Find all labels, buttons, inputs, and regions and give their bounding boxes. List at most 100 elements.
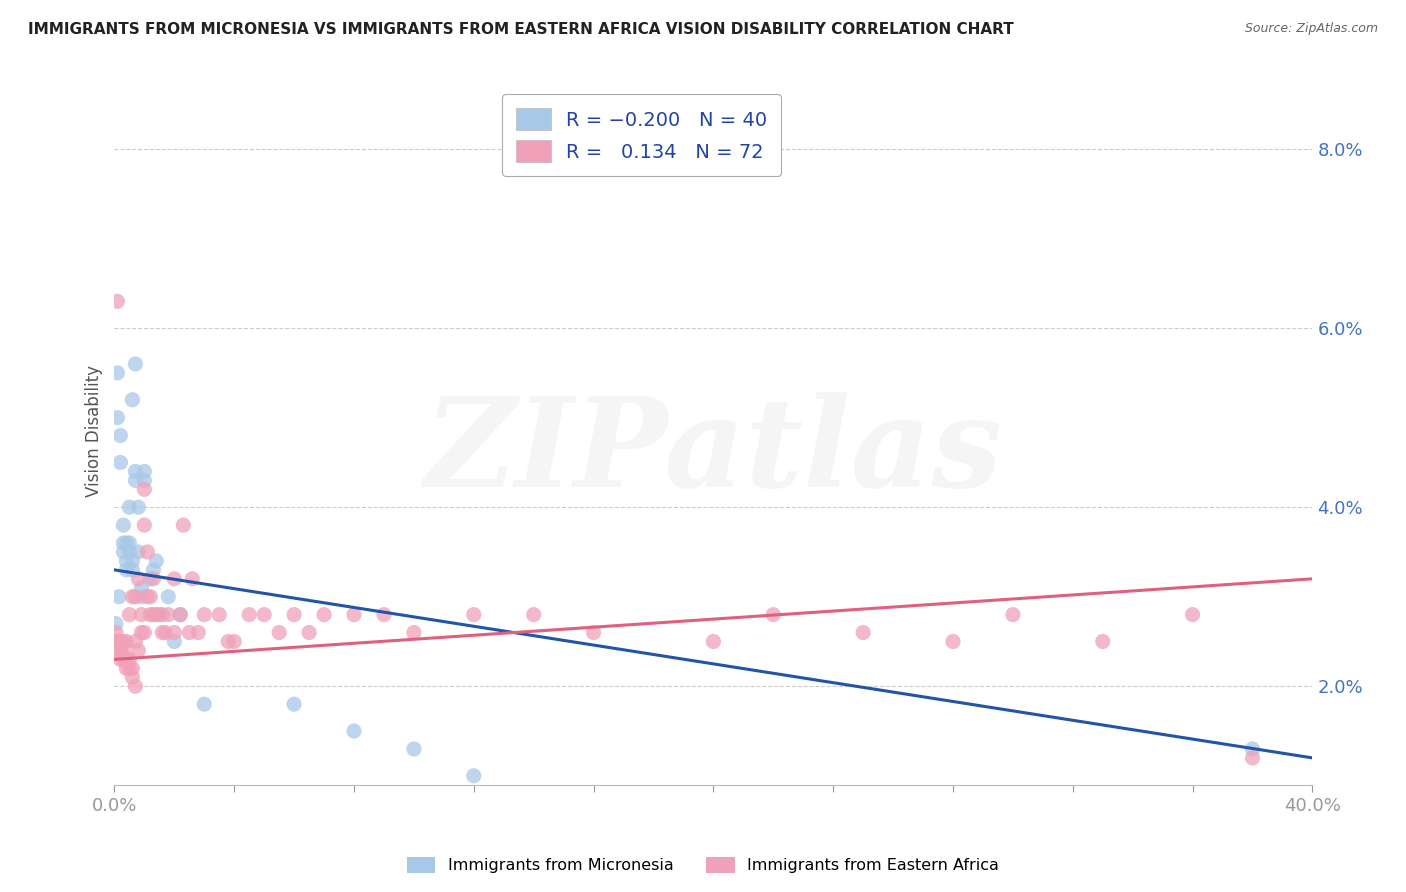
Point [131,590,153,604]
Point [118,536,141,550]
Point [124,590,146,604]
Point [115,661,138,675]
Point [582,625,605,640]
Text: IMMIGRANTS FROM MICRONESIA VS IMMIGRANTS FROM EASTERN AFRICA VISION DISABILITY C: IMMIGRANTS FROM MICRONESIA VS IMMIGRANTS… [28,22,1014,37]
Point [115,563,138,577]
Point [139,590,162,604]
Point [238,607,260,622]
Point [145,607,167,622]
Point [107,366,129,380]
Point [115,634,138,648]
Point [127,500,149,515]
Point [121,590,143,604]
Point [343,607,366,622]
Point [112,536,135,550]
Point [852,625,875,640]
Point [124,357,146,371]
Point [179,625,201,640]
Point [127,643,149,657]
Point [172,518,194,533]
Point [373,607,395,622]
Point [145,554,167,568]
Point [115,554,138,568]
Point [283,607,305,622]
Text: Source: ZipAtlas.com: Source: ZipAtlas.com [1244,22,1378,36]
Point [1241,742,1264,756]
Point [134,473,156,487]
Point [110,643,132,657]
Point [283,697,305,711]
Point [112,634,135,648]
Point [131,581,153,595]
Point [110,428,132,442]
Point [1181,607,1204,622]
Point [121,670,143,684]
Point [118,607,141,622]
Point [127,572,149,586]
Point [107,410,129,425]
Point [463,769,485,783]
Point [118,545,141,559]
Point [121,563,143,577]
Point [124,473,146,487]
Point [402,742,425,756]
Point [107,643,129,657]
Point [139,572,162,586]
Point [121,661,143,675]
Point [104,616,127,631]
Point [269,625,291,640]
Point [136,590,159,604]
Text: ZIPatlas: ZIPatlas [425,392,1002,513]
Point [157,590,180,604]
Point [124,464,146,478]
Point [298,625,321,640]
Y-axis label: Vision Disability: Vision Disability [86,365,103,497]
Point [523,607,546,622]
Point [163,625,186,640]
Point [134,464,156,478]
Point [150,607,173,622]
Point [193,697,215,711]
Point [702,634,724,648]
Point [115,536,138,550]
Point [169,607,191,622]
Point [118,661,141,675]
Point [107,634,129,648]
Point [942,634,965,648]
Legend: Immigrants from Micronesia, Immigrants from Eastern Africa: Immigrants from Micronesia, Immigrants f… [401,850,1005,880]
Point [1241,751,1264,765]
Point [762,607,785,622]
Point [187,625,209,640]
Point [224,634,246,648]
Point [163,634,186,648]
Point [208,607,231,622]
Point [112,545,135,559]
Point [150,625,173,640]
Point [312,607,335,622]
Point [343,724,366,739]
Point [112,518,135,533]
Point [118,652,141,666]
Point [115,652,138,666]
Point [1091,634,1114,648]
Point [104,625,127,640]
Point [104,634,127,648]
Point [253,607,276,622]
Point [163,572,186,586]
Point [131,607,153,622]
Point [136,545,159,559]
Point [124,679,146,693]
Point [121,554,143,568]
Point [108,590,131,604]
Point [155,625,177,640]
Point [148,607,170,622]
Point [110,634,132,648]
Point [110,652,132,666]
Point [463,607,485,622]
Point [121,392,143,407]
Point [127,545,149,559]
Point [112,643,135,657]
Point [107,294,129,309]
Point [142,607,165,622]
Point [142,563,165,577]
